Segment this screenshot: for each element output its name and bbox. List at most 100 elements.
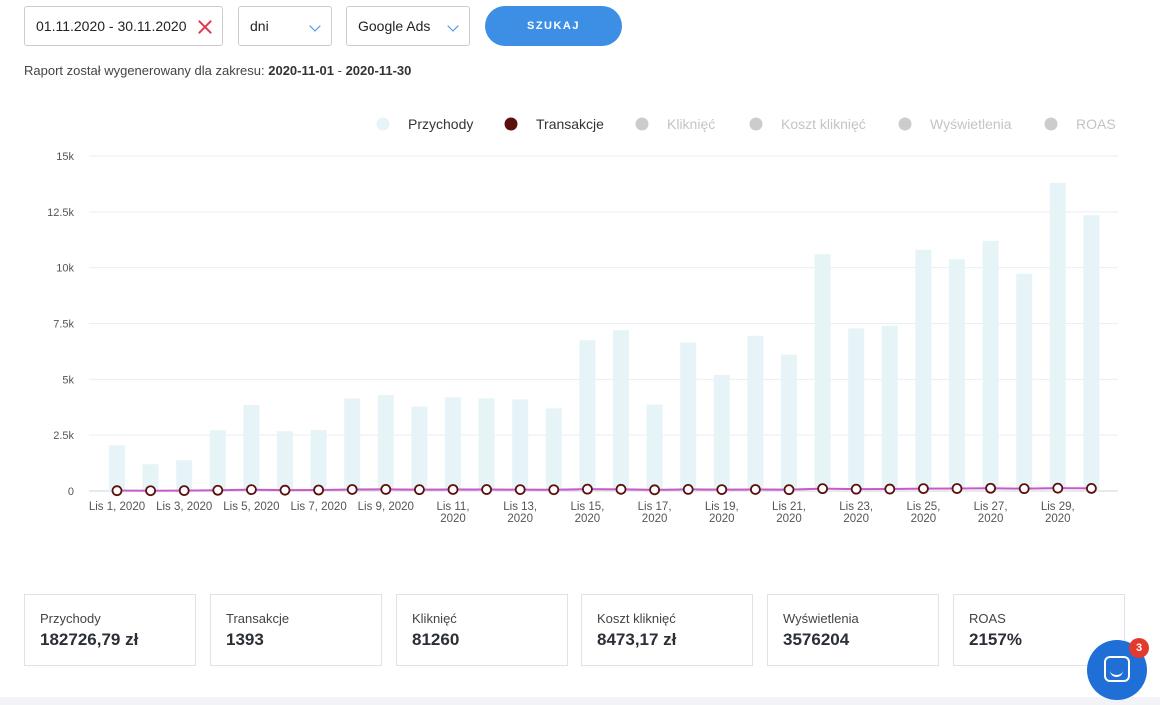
chat-notification-badge: 3: [1129, 638, 1149, 658]
x-tick-label: Lis 29,: [1041, 501, 1075, 513]
chevron-down-icon: [309, 20, 321, 32]
x-tick-label: Lis 17,: [638, 501, 672, 513]
x-tick-label: Lis 9, 2020: [358, 501, 414, 513]
clear-icon[interactable]: [196, 18, 214, 36]
y-tick-label: 10k: [56, 263, 74, 275]
stat-value: 3576204: [783, 630, 850, 649]
bar: [1083, 215, 1100, 491]
stat-value: 182726,79 zł: [40, 630, 139, 649]
x-tick-label: Lis 7, 2020: [290, 501, 346, 513]
stats-row: Przychody 182726,79 zł Transakcje 1393 K…: [24, 594, 1140, 666]
bar: [814, 254, 831, 491]
bar: [713, 374, 730, 491]
bar: [310, 430, 327, 491]
bar: [680, 342, 697, 491]
bar: [344, 398, 361, 491]
transactions-point: [750, 484, 761, 495]
date-range-input[interactable]: 01.11.2020 - 30.11.2020: [24, 6, 223, 46]
transactions-point: [313, 484, 325, 496]
transactions-point: [649, 484, 660, 496]
x-tick-label: Lis 27,: [974, 501, 1008, 513]
filters-bar: 01.11.2020 - 30.11.2020 dni Google Ads S…: [24, 6, 644, 46]
x-tick-label: Lis 1, 2020: [89, 501, 145, 513]
transactions-point: [145, 485, 157, 497]
bar: [142, 464, 159, 491]
transactions-point: [481, 484, 493, 495]
x-tick-label: Lis 21,: [772, 501, 806, 513]
bar: [512, 399, 529, 491]
stat-value: 2157%: [969, 630, 1022, 649]
bar: [243, 405, 260, 491]
stat-label: Przychody: [40, 611, 101, 626]
x-tick-label: Lis 25,: [906, 501, 940, 513]
x-tick-label: Lis 13,: [503, 501, 537, 513]
x-tick-label: 2020: [642, 513, 668, 525]
bar: [1016, 273, 1033, 491]
bar: [478, 398, 495, 491]
transactions-point: [346, 484, 358, 495]
bar: [109, 445, 125, 491]
stat-label: Koszt kliknięć: [597, 611, 676, 626]
x-tick-label: Lis 23,: [839, 501, 873, 513]
bar: [176, 460, 193, 491]
x-tick-label: 2020: [440, 513, 466, 525]
bar: [881, 325, 898, 491]
report-to: 2020-11-30: [345, 63, 412, 78]
x-tick-label: 2020: [507, 513, 533, 525]
source-select[interactable]: Google Ads: [346, 6, 470, 46]
bar: [781, 354, 797, 491]
y-tick-label: 5k: [62, 374, 74, 386]
x-tick-label: Lis 19,: [705, 501, 739, 513]
bar: [982, 240, 999, 491]
footer-band: [0, 697, 1160, 705]
transactions-point: [279, 484, 291, 496]
x-tick-label: 2020: [575, 513, 601, 525]
bar: [445, 397, 461, 491]
transactions-point: [918, 483, 929, 494]
transactions-line: [116, 487, 1092, 492]
legend-label: Transakcje: [536, 116, 604, 132]
transactions-point: [716, 484, 728, 495]
stat-card-revenue: Przychody 182726,79 zł: [24, 594, 196, 666]
stat-card-clicks: Kliknięć 81260: [396, 594, 568, 666]
transactions-point: [582, 483, 593, 495]
legend-marker: [635, 117, 649, 131]
transactions-point: [514, 484, 526, 495]
stat-label: ROAS: [969, 611, 1006, 626]
legend-label: Wyświetlenia: [930, 116, 1012, 132]
legend-marker: [1044, 117, 1058, 131]
x-tick-label: Lis 11,: [436, 501, 469, 513]
report-range-text: Raport został wygenerowany dla zakresu: …: [24, 63, 411, 78]
legend-label: ROAS: [1076, 116, 1116, 132]
bar: [613, 330, 629, 491]
search-button[interactable]: SZUKAJ: [485, 6, 622, 46]
bar: [277, 431, 293, 491]
transactions-point: [682, 483, 694, 495]
legend-label: Przychody: [408, 116, 473, 132]
bar: [1049, 182, 1066, 492]
transactions-point: [1052, 482, 1064, 494]
transactions-point: [178, 485, 190, 496]
x-tick-label: Lis 5, 2020: [223, 501, 279, 513]
transactions-point: [817, 483, 828, 495]
legend-label: Kliknięć: [667, 116, 715, 132]
bar: [848, 328, 865, 491]
y-tick-label: 0: [68, 486, 74, 498]
transactions-point: [783, 484, 795, 496]
legend-marker: [504, 117, 518, 131]
legend-label: Koszt kliknięć: [781, 116, 866, 132]
granularity-select[interactable]: dni: [238, 6, 332, 46]
transactions-point: [380, 483, 392, 495]
transactions-point: [1086, 482, 1097, 494]
stat-card-impressions: Wyświetlenia 3576204: [767, 594, 939, 666]
transactions-point: [447, 484, 459, 495]
stat-label: Kliknięć: [412, 611, 457, 626]
x-tick-label: 2020: [1045, 513, 1071, 525]
stat-card-transactions: Transakcje 1393: [210, 594, 382, 666]
stat-label: Transakcje: [226, 611, 290, 626]
bar: [747, 335, 764, 491]
y-tick-label: 12.5k: [47, 207, 74, 219]
x-tick-label: 2020: [843, 513, 869, 525]
report-separator: -: [334, 63, 346, 78]
legend-marker: [376, 117, 390, 131]
